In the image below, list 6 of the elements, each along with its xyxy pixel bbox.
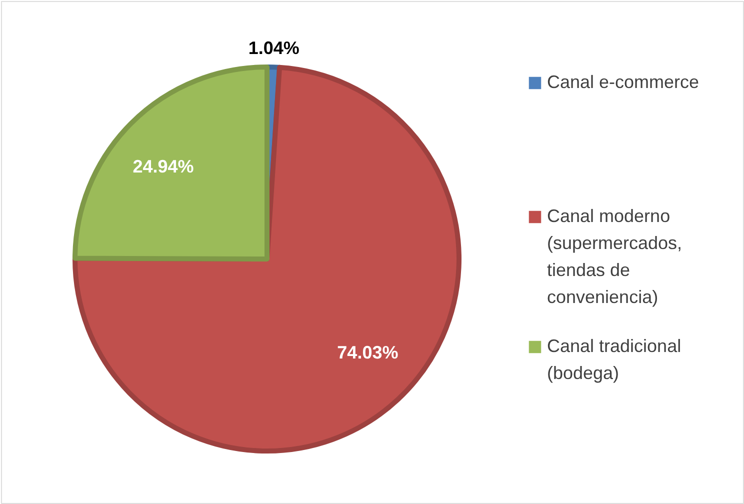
legend-label: Canal moderno (supermercados, tiendas de conveniencia) — [547, 206, 682, 307]
legend-label: Canal tradicional (bodega) — [547, 336, 682, 383]
data-label: 24.94% — [132, 156, 194, 177]
data-label: 1.04% — [248, 38, 300, 58]
data-label: 74.03% — [337, 342, 398, 363]
legend-label: Canal e-commerce — [547, 72, 700, 92]
